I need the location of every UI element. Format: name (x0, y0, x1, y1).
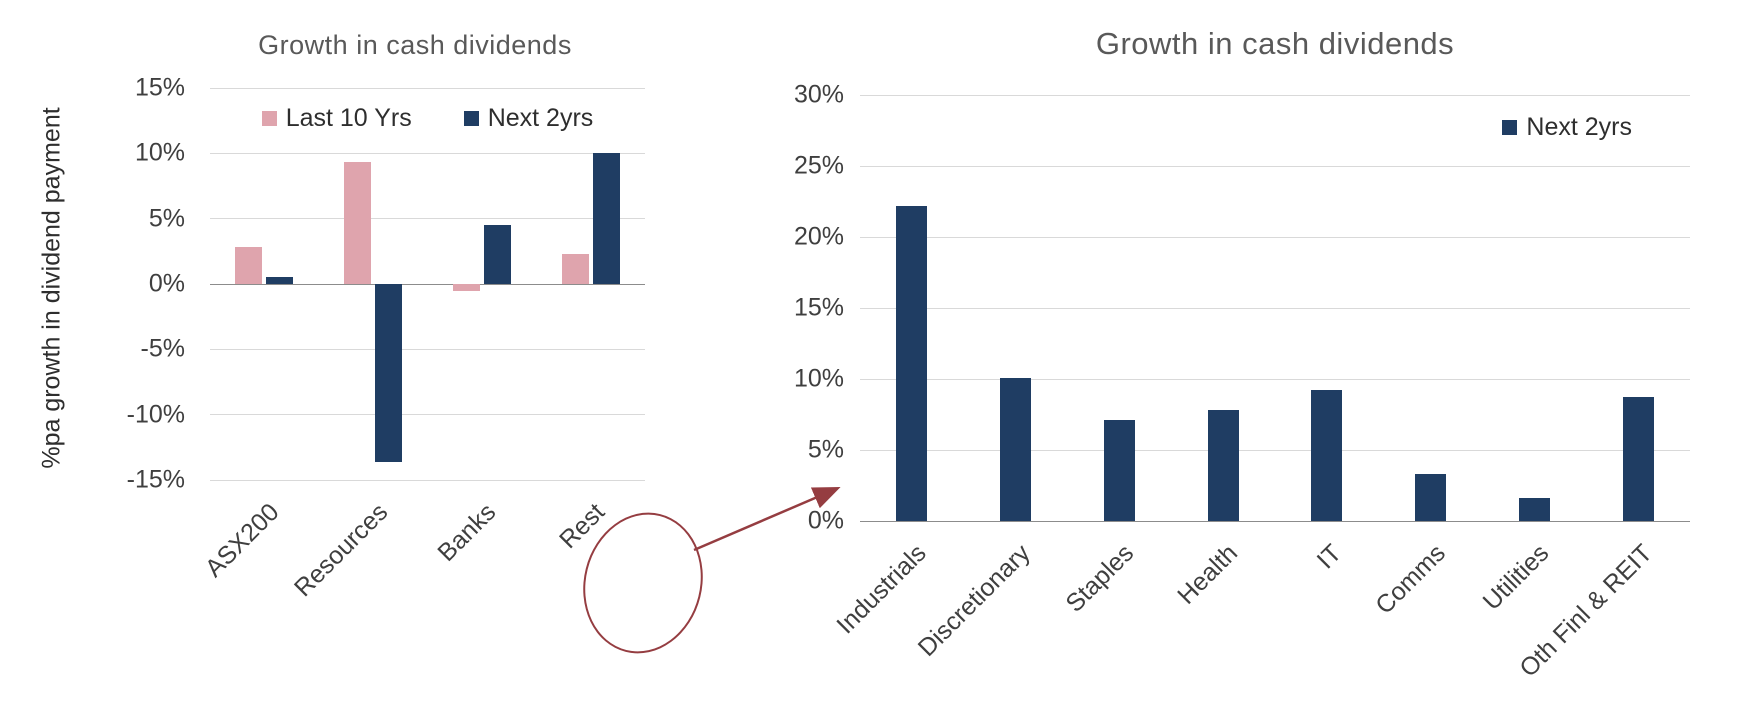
bar-staples-next-2yrs (1103, 420, 1135, 521)
y-tick-label: 5% (807, 435, 844, 464)
bar-rest-next-2yrs (592, 153, 620, 284)
bar-banks-last-10-yrs (452, 284, 480, 291)
y-tick-label: 30% (793, 80, 844, 109)
y-tick-label: 25% (793, 151, 844, 180)
chart-title: Growth in cash dividends (1095, 26, 1455, 61)
gridline (210, 348, 645, 350)
gridline (860, 165, 1690, 167)
legend-item-next-2yrs: Next 2yrs (463, 104, 594, 133)
y-tick-label: 20% (793, 222, 844, 251)
x-tick-label: Banks (432, 498, 502, 567)
y-tick-label: -15% (126, 465, 185, 494)
bar-asx200-next-2yrs (266, 277, 294, 284)
legend-label: Last 10 Yrs (285, 104, 412, 132)
bar-oth-finl-reit-next-2yrs (1622, 397, 1654, 521)
y-tick-label: 15% (793, 293, 844, 322)
x-tick-label: IT (1311, 539, 1347, 575)
x-tick-label: ASX200 (199, 498, 285, 583)
chart-title: Growth in cash dividends (258, 30, 572, 60)
bar-industrials-next-2yrs (896, 205, 928, 521)
bar-resources-last-10-yrs (344, 162, 372, 284)
bar-banks-next-2yrs (483, 225, 511, 284)
legend: Last 10 Yrs Next 2yrs (210, 104, 645, 133)
bar-resources-next-2yrs (375, 284, 403, 462)
gridline (860, 307, 1690, 309)
bar-rest-last-10-yrs (561, 253, 589, 284)
gridline (210, 152, 645, 154)
gridline (210, 479, 645, 481)
y-tick-label: -10% (126, 400, 185, 429)
y-tick-label: -5% (140, 334, 185, 363)
y-axis: 30% 25% 20% 15% 10% 5% 0% (740, 81, 860, 535)
gridline (860, 449, 1690, 451)
plot-area (210, 87, 645, 481)
legend: Next 2yrs (860, 113, 1690, 142)
x-axis: Industrials Discretionary Staples Health IT C… (831, 531, 1690, 711)
legend-swatch-icon (463, 111, 479, 126)
legend-label: Next 2yrs (487, 104, 594, 132)
y-axis: 15% 10% 5% 0% -5% -10% -15% (0, 74, 210, 494)
axis-zero-line (210, 283, 645, 285)
x-tick-label: Resources (288, 498, 393, 603)
bar-discretionary-next-2yrs (1000, 377, 1032, 521)
annotation-arrow (693, 487, 841, 552)
gridline (860, 378, 1690, 380)
y-tick-label: 10% (793, 364, 844, 393)
bar-health-next-2yrs (1207, 410, 1239, 521)
legend-swatch-icon (1502, 120, 1518, 135)
arrow-line (693, 487, 841, 552)
axis-zero-line (860, 520, 1690, 522)
x-tick-label: Comms (1369, 539, 1451, 620)
gridline (860, 94, 1690, 96)
chart-growth-cash-dividends-sectors: Growth in cash dividends %pa growth in d… (0, 0, 740, 711)
gridline (210, 218, 645, 220)
legend-swatch-icon (261, 111, 277, 126)
y-tick-label: 15% (134, 73, 185, 102)
legend-label: Next 2yrs (1526, 113, 1632, 141)
legend-item-last-10-yrs: Last 10 Yrs (261, 104, 412, 133)
bar-asx200-last-10-yrs (235, 247, 263, 284)
y-tick-label: 0% (148, 269, 185, 298)
bar-it-next-2yrs (1311, 390, 1343, 521)
legend-item-next-2yrs: Next 2yrs (1502, 113, 1632, 142)
x-axis: ASX200 Resources Banks Rest (199, 490, 645, 705)
gridline (210, 87, 645, 89)
x-tick-label: Health (1172, 539, 1243, 610)
x-tick-label: Utilities (1477, 539, 1555, 616)
y-tick-label: 10% (134, 138, 185, 167)
y-tick-label: 0% (807, 506, 844, 535)
x-tick-label: Staples (1060, 539, 1140, 618)
plot-area (860, 94, 1690, 522)
bar-utilities-next-2yrs (1518, 498, 1550, 521)
chart-growth-cash-dividends-rest-breakdown: Growth in cash dividends 30% 25% 20% 15% 10%… (740, 0, 1740, 711)
gridline (210, 414, 645, 416)
gridline (860, 236, 1690, 238)
bar-comms-next-2yrs (1415, 474, 1447, 521)
y-tick-label: 5% (148, 204, 185, 233)
